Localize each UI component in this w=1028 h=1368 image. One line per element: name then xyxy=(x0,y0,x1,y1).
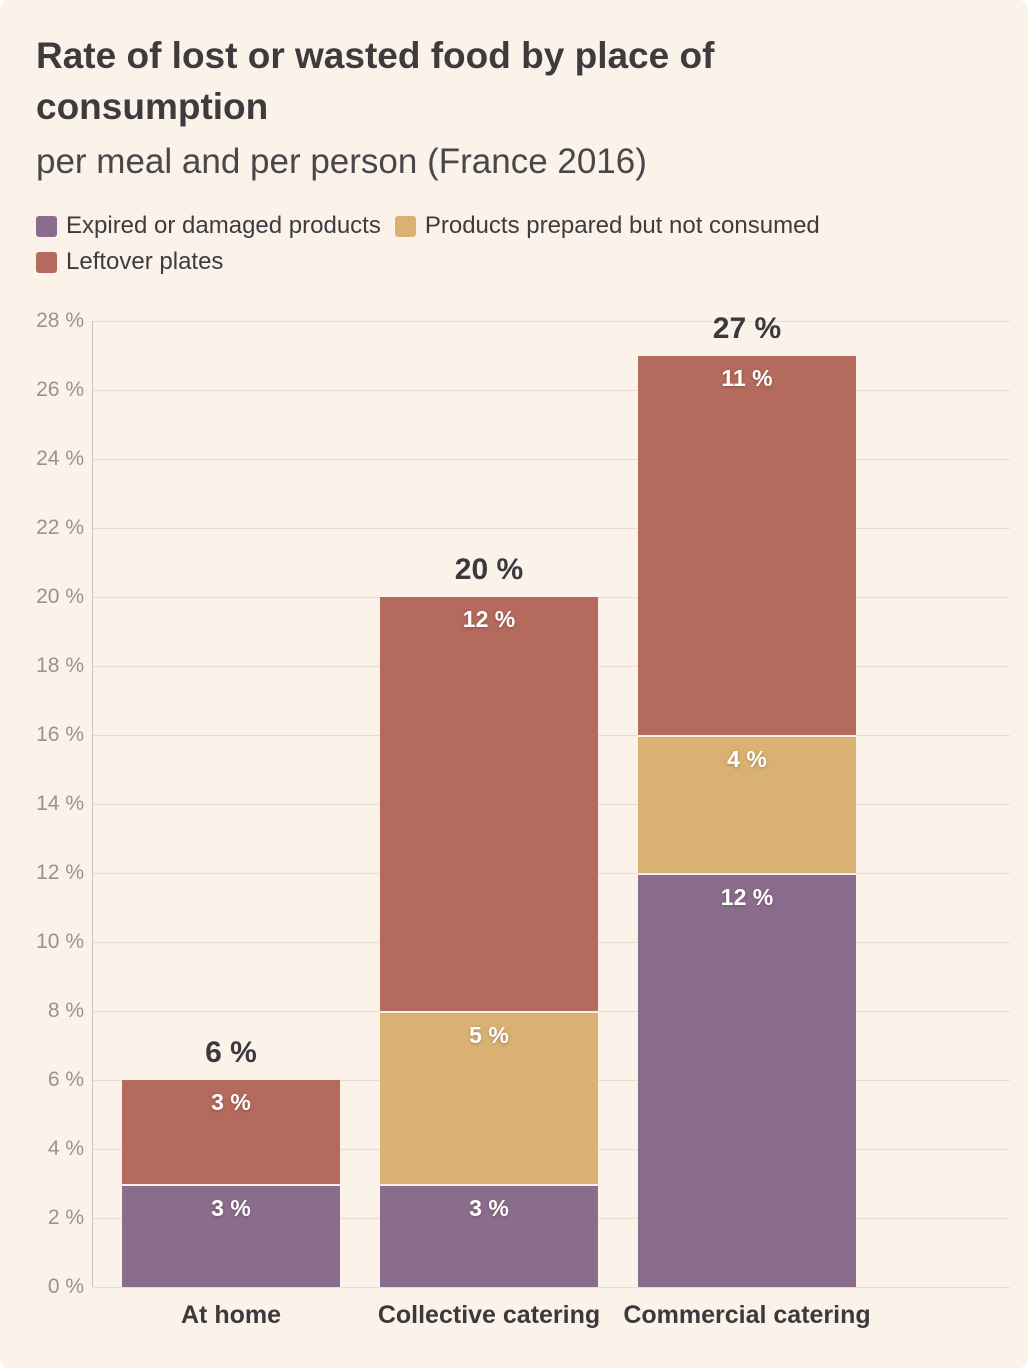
segment-value-label: 11 % xyxy=(721,364,773,391)
gridline xyxy=(92,458,1010,460)
segment-value-label: 3 % xyxy=(469,1194,509,1221)
segment-value-label: 12 % xyxy=(462,606,516,632)
stacked-bar: 3 % 3 % xyxy=(122,1080,340,1287)
bar-segment: 4 % xyxy=(638,735,856,873)
x-axis-category-label: Commercial catering xyxy=(623,1301,871,1329)
segment-value-label: 4 % xyxy=(727,746,767,772)
y-axis-tick-label: 18 % xyxy=(36,654,84,677)
bar-total-label: 6 % xyxy=(205,1036,257,1069)
segment-value-label: 5 % xyxy=(469,1022,509,1048)
bar-total-label: 27 % xyxy=(712,311,782,345)
bar-segment: 12 % xyxy=(638,873,856,1287)
gridline xyxy=(92,389,1010,391)
stacked-bar: 12 % 4 % 11 % xyxy=(638,355,856,1287)
legend-swatch xyxy=(394,215,416,237)
bar-segment: 3 % xyxy=(122,1183,340,1287)
y-axis-tick-label: 16 % xyxy=(36,723,84,746)
bar-total-label: 20 % xyxy=(454,553,524,586)
plot-area: 6 % 3 % 3 % At home 20 % 3 % 5 % 12 % Collective… xyxy=(92,312,1010,1329)
x-axis-category-label: At home xyxy=(181,1301,281,1329)
y-axis-tick-label: 26 % xyxy=(36,378,84,401)
x-axis-category-label: Collective catering xyxy=(377,1301,601,1329)
legend-item: Leftover plates xyxy=(36,248,223,276)
y-axis-tick-label: 22 % xyxy=(36,516,84,539)
chart: 0 % 2 % 4 % 6 % 8 % 10 % 12 % 14 % 16 % 18 % 20 % 2… xyxy=(0,309,1028,1329)
segment-value-label: 3 % xyxy=(211,1089,251,1115)
y-axis-tick-label: 12 % xyxy=(36,861,84,884)
legend-item: Products prepared but not consumed xyxy=(394,212,820,240)
chart-title: Rate of lost or wasted food by place of … xyxy=(36,35,715,127)
y-axis: 0 % 2 % 4 % 6 % 8 % 10 % 12 % 14 % 16 % 18 % 20 % 2… xyxy=(0,309,84,1298)
y-axis-tick-label: 20 % xyxy=(36,585,84,608)
legend-item: Expired or damaged products xyxy=(36,212,381,240)
y-axis-tick-label: 24 % xyxy=(36,447,84,470)
legend-swatch xyxy=(36,215,57,237)
y-axis-tick-label: 6 % xyxy=(47,1068,84,1091)
gridline xyxy=(92,320,1010,322)
legend-label: Expired or damaged products xyxy=(66,212,381,239)
stacked-bar: 3 % 5 % 12 % xyxy=(380,597,598,1287)
gridline xyxy=(92,527,1010,529)
y-axis-line xyxy=(92,321,93,1287)
y-axis-tick-label: 2 % xyxy=(47,1206,84,1229)
chart-subtitle: per meal and per person (France 2016) xyxy=(36,142,647,181)
y-axis-tick-label: 4 % xyxy=(47,1137,84,1160)
segment-value-label: 3 % xyxy=(211,1194,251,1221)
segment-value-label: 12 % xyxy=(720,884,774,910)
legend-label: Leftover plates xyxy=(66,248,224,275)
bar-segment: 11 % xyxy=(638,355,856,735)
y-axis-tick-label: 10 % xyxy=(36,930,84,953)
y-axis-tick-label: 8 % xyxy=(47,999,84,1022)
y-axis-tick-label: 14 % xyxy=(36,792,84,815)
bar-segment: 12 % xyxy=(380,597,598,1011)
gridline xyxy=(92,1286,1010,1288)
legend: Expired or damaged products Products prep… xyxy=(36,212,896,276)
bar-segment: 5 % xyxy=(380,1011,598,1184)
legend-label: Products prepared but not consumed xyxy=(424,212,820,239)
bar-segment: 3 % xyxy=(122,1080,340,1184)
legend-swatch xyxy=(36,251,57,273)
bar-segment: 3 % xyxy=(380,1183,598,1287)
y-axis-tick-label: 0 % xyxy=(47,1275,84,1298)
y-axis-tick-label: 28 % xyxy=(36,309,84,332)
